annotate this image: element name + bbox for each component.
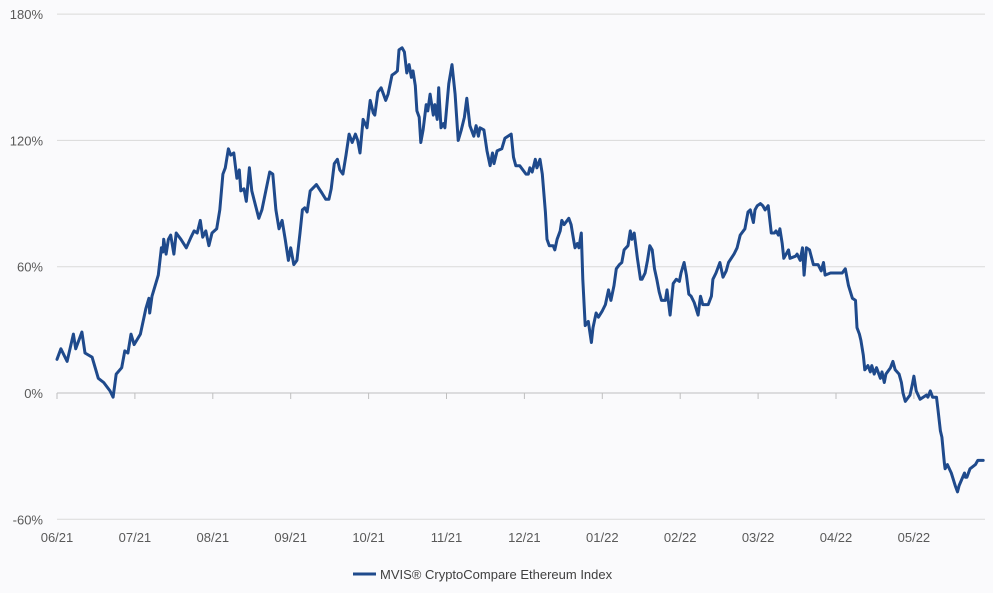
x-tick-label: 01/22 [586, 530, 619, 545]
x-tick-label: 03/22 [742, 530, 775, 545]
x-tick-label: 12/21 [508, 530, 541, 545]
y-tick-label: 0% [24, 386, 43, 401]
y-tick-label: 120% [10, 133, 44, 148]
series-group [55, 46, 985, 494]
x-tick-label: 08/21 [197, 530, 230, 545]
gridlines [57, 13, 985, 520]
x-tick-label: 02/22 [664, 530, 697, 545]
y-tick-label: 180% [10, 7, 44, 22]
x-tick-label: 07/21 [119, 530, 152, 545]
x-tick-label: 06/21 [41, 530, 74, 545]
x-tick-label: 10/21 [352, 530, 385, 545]
legend: MVIS® CryptoCompare Ethereum Index [353, 567, 613, 582]
x-axis: 06/21 07/21 08/21 09/21 10/21 11/21 12/21 01/22… [41, 392, 985, 545]
x-tick-label: 05/22 [898, 530, 931, 545]
legend-label: MVIS® CryptoCompare Ethereum Index [380, 567, 613, 582]
y-axis: 180% 120% 60% 0% -60% [10, 7, 44, 527]
series-line-ethereum-index [55, 46, 985, 494]
x-tick-label: 09/21 [274, 530, 307, 545]
y-tick-label: -60% [13, 512, 44, 527]
x-tick-label: 11/21 [431, 530, 463, 545]
y-tick-label: 60% [17, 260, 43, 275]
x-tick-label: 04/22 [820, 530, 853, 545]
